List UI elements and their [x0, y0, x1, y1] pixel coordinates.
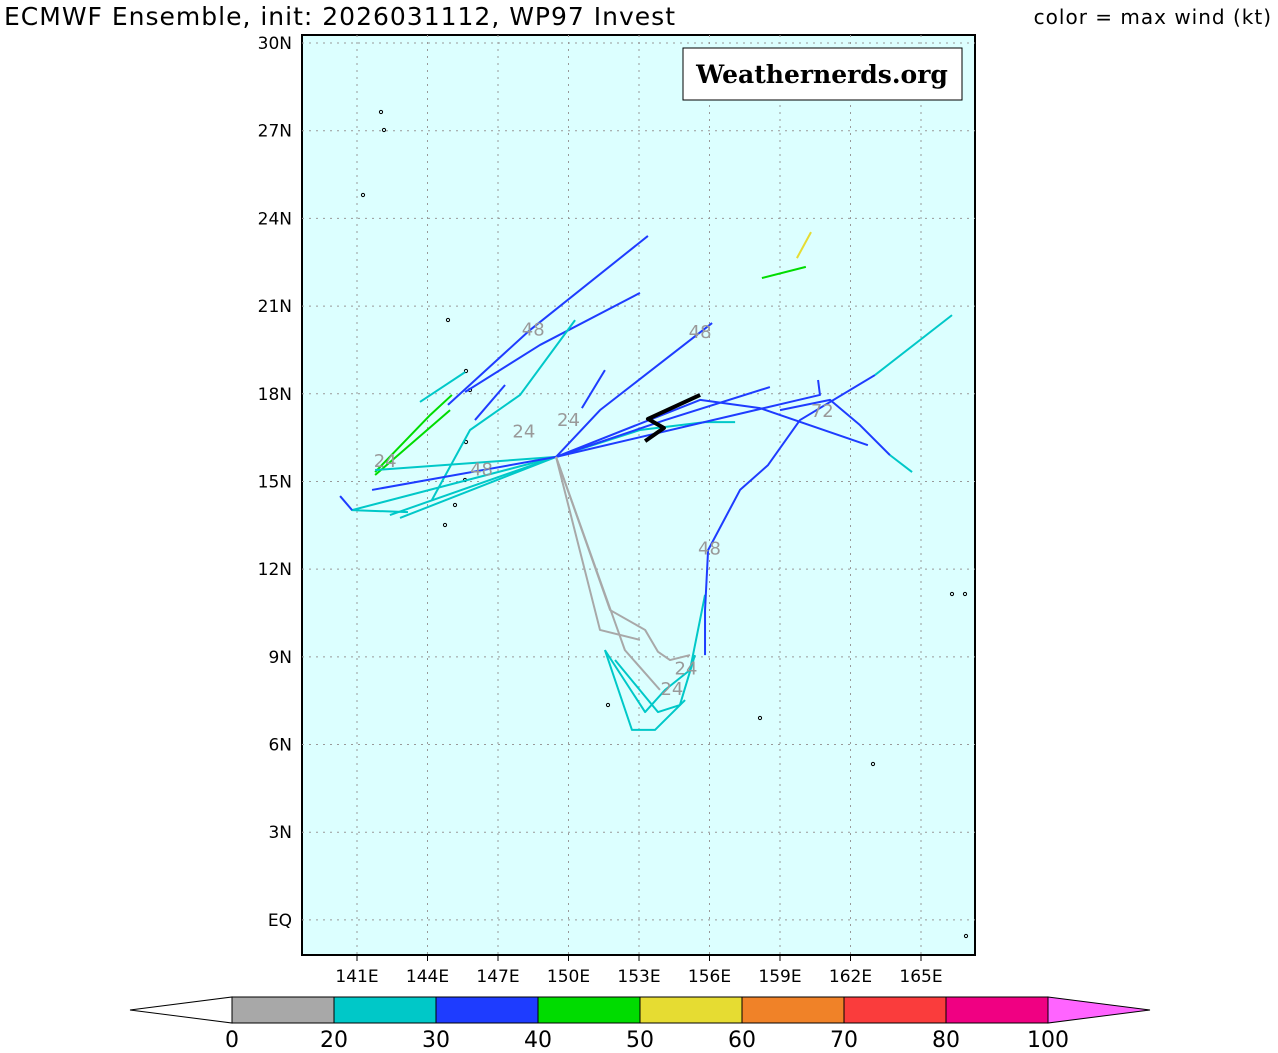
colorbar-bin: [333, 996, 437, 1024]
ensemble-track-teal: [889, 454, 913, 473]
ensemble-track-gray: [555, 456, 661, 691]
forecast-hour-label: 24: [675, 658, 698, 679]
ensemble-track-blue: [555, 322, 713, 458]
lat-tick-label: 30N: [258, 34, 292, 54]
island: [949, 591, 955, 597]
colorbar-label: 0: [225, 1028, 239, 1053]
ensemble-track-blue: [704, 374, 876, 656]
ensemble-track-green: [374, 394, 453, 473]
colorbar-bin: [231, 996, 335, 1024]
ensemble-track-blue: [581, 369, 606, 409]
island: [445, 317, 451, 323]
island: [870, 761, 876, 767]
colorbar-label: 70: [830, 1028, 858, 1053]
colorbar-label: 100: [1027, 1028, 1069, 1053]
ensemble-track-blue: [555, 379, 821, 458]
forecast-hour-label: 48: [522, 319, 545, 340]
lat-tick-label: 27N: [258, 122, 292, 142]
colorbar: 0 20 30 40 50 60 70 80 100: [129, 996, 1151, 1053]
lat-tick-label: 24N: [258, 209, 292, 229]
ensemble-track-teal: [614, 654, 696, 714]
ensemble-track-yellow: [796, 231, 812, 259]
lat-tick-label: EQ: [268, 911, 292, 931]
ensemble-track-blue: [555, 386, 771, 458]
island: [381, 127, 387, 133]
ensemble-track-black: [643, 393, 701, 443]
ensemble-track-teal: [604, 594, 707, 714]
forecast-hour-label: 24: [512, 422, 535, 443]
island: [962, 591, 968, 597]
lat-tick-label: 15N: [258, 472, 292, 492]
ensemble-track-blue: [447, 235, 649, 406]
colorbar-label: 40: [524, 1028, 552, 1053]
colorbar-over-arrow: [1047, 996, 1151, 1024]
ensemble-track-teal: [603, 649, 686, 731]
colorbar-label: 60: [728, 1028, 756, 1053]
ensemble-track-blue: [339, 495, 353, 511]
ensemble-track-green: [374, 409, 451, 476]
forecast-hour-label: 72: [811, 401, 834, 422]
ensemble-track-green: [761, 265, 807, 279]
colorbar-label: 20: [320, 1028, 348, 1053]
forecast-hour-label: 24: [660, 679, 683, 700]
forecast-hour-label: 48: [698, 539, 721, 560]
lon-tick-label: 162E: [829, 967, 872, 987]
colorbar-label: 30: [422, 1028, 450, 1053]
colorbar-bin: [945, 996, 1049, 1024]
forecast-hour-label: 48: [689, 322, 712, 343]
lon-tick-label: 141E: [335, 967, 378, 987]
island: [378, 109, 384, 115]
ensemble-track-blue: [474, 384, 506, 421]
island: [963, 933, 969, 939]
watermark-box: Weathernerds.org: [682, 47, 963, 101]
lon-tick-label: 150E: [547, 967, 590, 987]
ensemble-track-blue: [371, 455, 557, 491]
ensemble-track-gray: [555, 456, 641, 641]
lon-tick-label: 165E: [899, 967, 942, 987]
lat-tick-label: 6N: [268, 736, 292, 756]
ensemble-track-teal: [419, 371, 466, 403]
colorbar-bin: [537, 996, 641, 1024]
lon-tick-label: 144E: [406, 967, 449, 987]
ensemble-track-teal: [389, 455, 557, 517]
color-legend-note: color = max wind (kt): [1033, 5, 1272, 29]
ensemble-track-blue: [759, 407, 869, 447]
watermark: Weathernerds.org: [695, 60, 948, 89]
colorbar-under-arrow: [129, 996, 233, 1024]
lat-tick-label: 3N: [268, 823, 292, 843]
forecast-hour-label: 48: [470, 460, 493, 481]
map-area: [301, 34, 976, 956]
lat-tick-label: 18N: [258, 385, 292, 405]
island: [463, 368, 469, 374]
lon-tick-label: 156E: [688, 967, 731, 987]
ensemble-track-teal: [399, 455, 557, 519]
ensemble-track-teal: [375, 455, 557, 472]
forecast-hour-label: 24: [374, 451, 397, 472]
forecast-hour-label: 24: [557, 410, 580, 431]
island: [360, 192, 366, 198]
lat-tick-label: 21N: [258, 297, 292, 317]
island: [605, 702, 611, 708]
lat-tick-label: 12N: [258, 560, 292, 580]
island: [452, 502, 458, 508]
colorbar-bin: [435, 996, 539, 1024]
ensemble-track-teal: [874, 314, 953, 376]
lon-tick-label: 159E: [758, 967, 801, 987]
chart-title: ECMWF Ensemble, init: 2026031112, WP97 I…: [4, 2, 676, 31]
colorbar-bin: [639, 996, 743, 1024]
ensemble-track-blue: [555, 398, 761, 458]
colorbar-label: 80: [932, 1028, 960, 1053]
colorbar-bin: [741, 996, 845, 1024]
lon-tick-label: 147E: [476, 967, 519, 987]
ensemble-track-blue: [464, 292, 641, 393]
lat-tick-label: 9N: [268, 648, 292, 668]
ensemble-track-blue: [779, 398, 891, 456]
colorbar-label: 50: [626, 1028, 654, 1053]
lon-tick-label: 153E: [617, 967, 660, 987]
island: [442, 522, 448, 528]
colorbar-bin: [843, 996, 947, 1024]
island: [757, 715, 763, 721]
